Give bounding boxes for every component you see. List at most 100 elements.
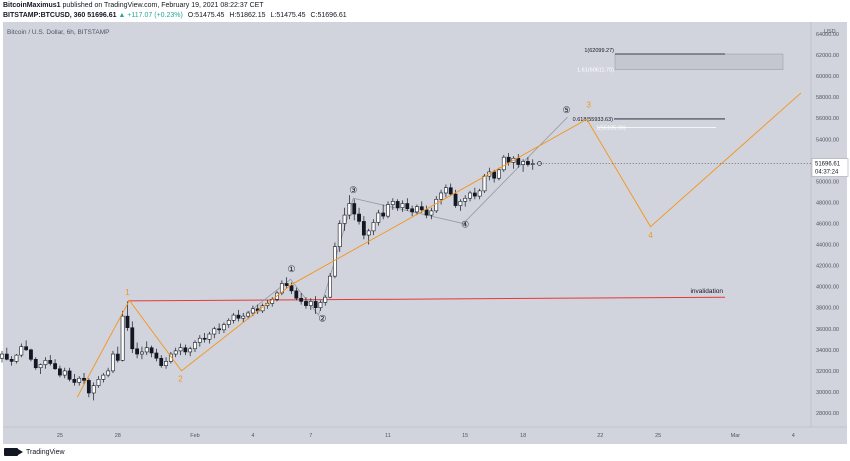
- candle-down[interactable]: [125, 315, 130, 329]
- candle-up[interactable]: [279, 283, 284, 294]
- candle-up[interactable]: [521, 161, 526, 165]
- candle-down[interactable]: [159, 357, 164, 366]
- candle-up[interactable]: [178, 347, 183, 352]
- plot-area[interactable]: [3, 22, 811, 427]
- candle-up[interactable]: [62, 370, 67, 376]
- candle-up[interactable]: [439, 192, 443, 200]
- candle-down[interactable]: [135, 348, 140, 355]
- candle-up[interactable]: [193, 342, 197, 350]
- candle-up[interactable]: [43, 360, 48, 365]
- candle-down[interactable]: [82, 377, 86, 381]
- candle-up[interactable]: [434, 198, 439, 212]
- candle-down[interactable]: [149, 347, 154, 354]
- candle-up[interactable]: [429, 210, 434, 216]
- candle-down[interactable]: [115, 353, 120, 361]
- candle-down[interactable]: [24, 346, 29, 351]
- candle-up[interactable]: [0, 353, 4, 359]
- candle-up[interactable]: [468, 192, 472, 199]
- candle-up[interactable]: [101, 374, 106, 380]
- candle-up[interactable]: [376, 212, 381, 223]
- candle-up[interactable]: [530, 163, 535, 165]
- candle-up[interactable]: [482, 175, 487, 192]
- candle-down[interactable]: [352, 203, 357, 215]
- candle-up[interactable]: [366, 230, 371, 236]
- candle-down[interactable]: [294, 290, 299, 299]
- candle-up[interactable]: [323, 296, 328, 303]
- candle-down[interactable]: [4, 353, 9, 360]
- candle-up[interactable]: [188, 348, 193, 353]
- candle-up[interactable]: [371, 222, 376, 232]
- candle-up[interactable]: [144, 347, 149, 353]
- candle-up[interactable]: [347, 203, 352, 216]
- candle-up[interactable]: [77, 377, 82, 383]
- candle-up[interactable]: [246, 312, 250, 317]
- candle-up[interactable]: [241, 315, 246, 319]
- candle-down[interactable]: [202, 337, 207, 340]
- candle-up[interactable]: [443, 187, 448, 194]
- candle-down[interactable]: [289, 285, 294, 292]
- candle-down[interactable]: [492, 171, 497, 179]
- price-axis[interactable]: [811, 22, 847, 427]
- candle-down[interactable]: [419, 206, 424, 211]
- candle-up[interactable]: [19, 346, 24, 356]
- candle-up[interactable]: [400, 203, 405, 209]
- candle-up[interactable]: [342, 214, 347, 224]
- candle-up[interactable]: [318, 302, 323, 309]
- time-axis[interactable]: [3, 427, 847, 444]
- candle-down[interactable]: [526, 161, 530, 165]
- candle-down[interactable]: [9, 359, 14, 362]
- candle-down[interactable]: [448, 187, 453, 195]
- candle-up[interactable]: [463, 197, 468, 202]
- candle-up[interactable]: [140, 351, 144, 355]
- candle-down[interactable]: [361, 221, 366, 236]
- wave-count-path[interactable]: [76, 92, 802, 398]
- candle-up[interactable]: [197, 337, 202, 343]
- candle-up[interactable]: [501, 156, 506, 171]
- candle-down[interactable]: [381, 212, 386, 217]
- candle-up[interactable]: [337, 223, 342, 247]
- candle-down[interactable]: [183, 347, 188, 353]
- candle-up[interactable]: [38, 364, 43, 369]
- candle-up[interactable]: [14, 354, 19, 362]
- candle-up[interactable]: [96, 379, 101, 386]
- candle-down[interactable]: [86, 380, 91, 394]
- candle-up[interactable]: [212, 328, 217, 335]
- candle-down[interactable]: [405, 203, 410, 210]
- candle-down[interactable]: [516, 157, 521, 165]
- candle-down[interactable]: [472, 192, 477, 197]
- candle-up[interactable]: [386, 204, 390, 217]
- price-chart[interactable]: Bitcoin / U.S. Dollar, 6h, BITSTAMP USD 28…: [0, 22, 850, 445]
- candle-down[interactable]: [284, 283, 289, 286]
- candle-up[interactable]: [222, 324, 226, 331]
- candle-down[interactable]: [304, 301, 308, 306]
- candle-down[interactable]: [453, 193, 458, 206]
- candle-down[interactable]: [299, 297, 304, 302]
- candle-down[interactable]: [395, 201, 400, 209]
- candle-up[interactable]: [173, 350, 178, 355]
- candle-down[interactable]: [313, 301, 318, 309]
- candle-up[interactable]: [251, 308, 255, 314]
- candle-up[interactable]: [111, 353, 115, 372]
- candle-up[interactable]: [164, 361, 168, 366]
- candle-up[interactable]: [231, 314, 236, 321]
- invalidation-line[interactable]: [127, 296, 726, 302]
- candle-up[interactable]: [497, 169, 501, 179]
- candle-up[interactable]: [106, 370, 111, 376]
- candle-down[interactable]: [154, 352, 159, 359]
- candle-down[interactable]: [410, 208, 415, 213]
- candle-down[interactable]: [29, 349, 33, 360]
- candle-down[interactable]: [236, 314, 241, 319]
- candle-up[interactable]: [458, 201, 463, 206]
- last-price-tag[interactable]: [811, 158, 849, 177]
- candle-up[interactable]: [168, 353, 173, 362]
- candle-down[interactable]: [48, 360, 53, 364]
- candle-down[interactable]: [424, 209, 429, 216]
- candle-down[interactable]: [33, 359, 38, 369]
- candle-up[interactable]: [390, 201, 395, 205]
- candle-up[interactable]: [91, 385, 96, 394]
- candle-down[interactable]: [72, 379, 77, 383]
- candle-up[interactable]: [477, 190, 482, 197]
- candle-up[interactable]: [415, 206, 419, 213]
- candle-up[interactable]: [207, 333, 212, 340]
- candle-down[interactable]: [130, 327, 135, 350]
